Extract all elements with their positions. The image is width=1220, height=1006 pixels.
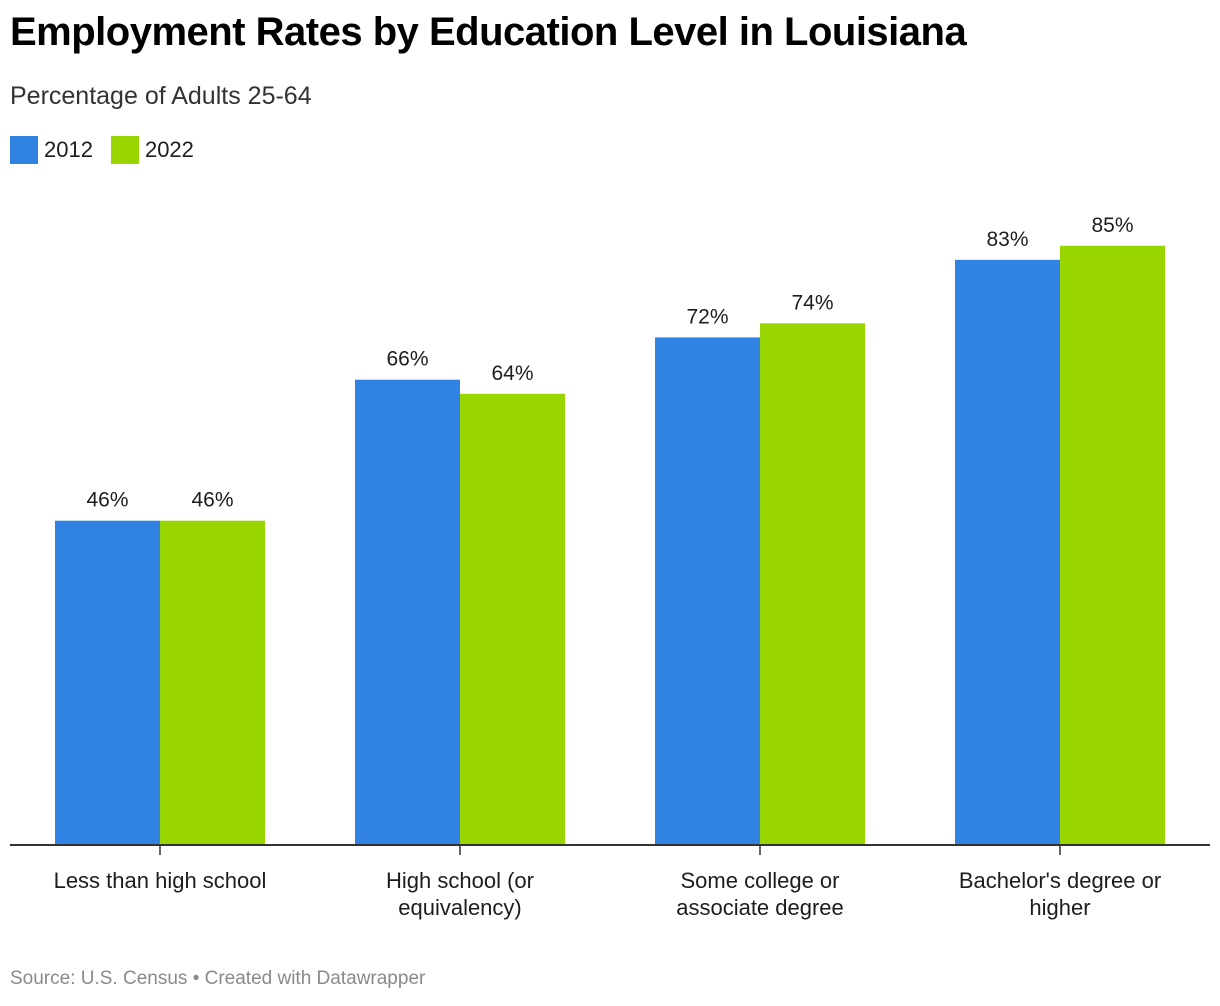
x-tick-label-1: High school (or equivalency) xyxy=(386,868,534,920)
x-tick-label-line: Bachelor's degree or xyxy=(959,868,1161,893)
data-label-2012-0: 46% xyxy=(86,489,128,512)
legend-item-2022: 2022 xyxy=(110,136,194,164)
data-label-2022-3: 85% xyxy=(1091,214,1133,237)
data-label-2022-0: 46% xyxy=(191,489,233,512)
legend: 2012 2022 xyxy=(10,136,194,164)
x-tick-label-line: associate degree xyxy=(676,895,844,920)
source-note: Source: U.S. Census • Created with Dataw… xyxy=(10,968,426,989)
x-tick-label-line: higher xyxy=(1029,895,1090,920)
bar-2022-3 xyxy=(1060,245,1165,845)
legend-item-2012: 2012 xyxy=(10,136,93,164)
data-label-2012-1: 66% xyxy=(386,348,428,371)
bar-2012-3 xyxy=(955,259,1060,846)
x-tick-label-line: Some college or xyxy=(681,868,840,893)
bar-2022-2 xyxy=(760,323,865,845)
legend-swatch-2022 xyxy=(110,136,139,164)
legend-swatch-2012 xyxy=(10,136,38,164)
bar-2012-2 xyxy=(655,337,760,845)
data-label-2022-1: 64% xyxy=(491,362,533,385)
data-label-2012-3: 83% xyxy=(986,228,1028,251)
x-tick-label-3: Bachelor's degree or higher xyxy=(959,868,1161,920)
legend-label-2012: 2012 xyxy=(44,137,93,162)
data-label-2012-2: 72% xyxy=(686,305,728,328)
chart-subtitle: Percentage of Adults 25-64 xyxy=(10,82,312,110)
x-tick-label-0: Less than high school xyxy=(54,868,267,893)
legend-label-2022: 2022 xyxy=(144,137,194,162)
x-tick-label-2: Some college or associate degree xyxy=(676,868,844,920)
x-tick-label-line: Less than high school xyxy=(54,868,267,893)
data-label-2022-2: 74% xyxy=(791,291,833,314)
bar-2022-0 xyxy=(160,520,265,845)
bar-2022-1 xyxy=(460,393,565,845)
chart-title: Employment Rates by Education Level in L… xyxy=(10,10,967,54)
bar-2012-1 xyxy=(355,379,460,845)
x-tick-label-line: High school (or xyxy=(386,868,534,893)
bar-2012-0 xyxy=(55,520,160,845)
x-tick-label-line: equivalency) xyxy=(398,895,522,920)
